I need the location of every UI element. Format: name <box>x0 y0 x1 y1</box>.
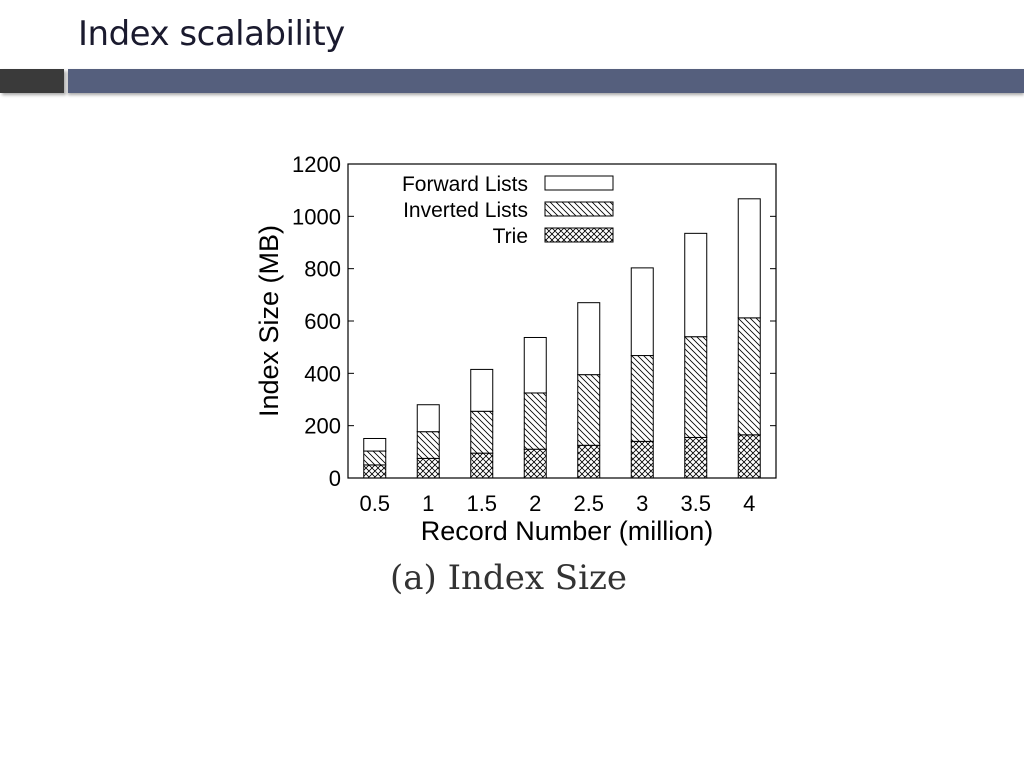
title-underline-bar <box>68 69 1024 93</box>
bar-inverted-lists <box>684 336 708 438</box>
bar-forward-lists <box>737 198 761 319</box>
bar-trie <box>416 457 440 479</box>
y-tick-label: 200 <box>304 414 341 439</box>
bar-forward-lists <box>577 302 601 376</box>
bar-inverted-lists <box>470 410 494 454</box>
x-tick-label: 3 <box>636 491 648 516</box>
bar-trie <box>737 434 761 479</box>
x-axis-label: Record Number (million) <box>421 516 714 546</box>
bar-inverted-lists <box>416 431 440 459</box>
bar-forward-lists <box>630 267 654 357</box>
bar-inverted-lists <box>737 317 761 436</box>
y-tick-label: 1000 <box>292 204 341 229</box>
bar-trie <box>523 448 547 479</box>
figure-caption: (a) Index Size <box>390 558 628 598</box>
bar-inverted-lists <box>523 392 547 450</box>
bar-forward-lists <box>363 437 387 452</box>
bar-trie <box>470 452 494 479</box>
bar-trie <box>577 444 601 479</box>
y-tick-label: 600 <box>304 309 341 334</box>
bar-inverted-lists <box>630 355 654 442</box>
bar-forward-lists <box>416 404 440 433</box>
slide-title: Index scalability <box>78 14 345 54</box>
legend-label: Inverted Lists <box>403 199 528 222</box>
bar-trie <box>363 464 387 479</box>
x-tick-label: 1.5 <box>466 491 497 516</box>
y-axis-label: Index Size (MB) <box>254 225 284 417</box>
legend-swatch-forward-lists <box>544 175 614 191</box>
legend-label: Forward Lists <box>402 173 528 196</box>
bar-inverted-lists <box>577 374 601 446</box>
bar-trie <box>684 436 708 479</box>
bar-inverted-lists <box>363 450 387 466</box>
bar-forward-lists <box>684 232 708 338</box>
y-tick-label: 800 <box>304 257 341 282</box>
y-tick-label: 1200 <box>292 152 341 177</box>
x-tick-label: 2 <box>529 491 541 516</box>
y-tick-label: 0 <box>329 466 341 491</box>
x-tick-label: 2.5 <box>573 491 604 516</box>
x-tick-label: 1 <box>422 491 434 516</box>
bar-forward-lists <box>523 336 547 394</box>
x-tick-label: 4 <box>743 491 755 516</box>
title-accent-bar <box>0 69 64 93</box>
legend-swatch-inverted-lists <box>544 201 614 217</box>
y-tick-label: 400 <box>304 361 341 386</box>
bar-forward-lists <box>470 368 494 412</box>
x-tick-label: 3.5 <box>680 491 711 516</box>
x-tick-label: 0.5 <box>359 491 390 516</box>
legend-swatch-trie <box>544 227 614 243</box>
bar-trie <box>630 440 654 479</box>
legend-label: Trie <box>493 225 528 248</box>
